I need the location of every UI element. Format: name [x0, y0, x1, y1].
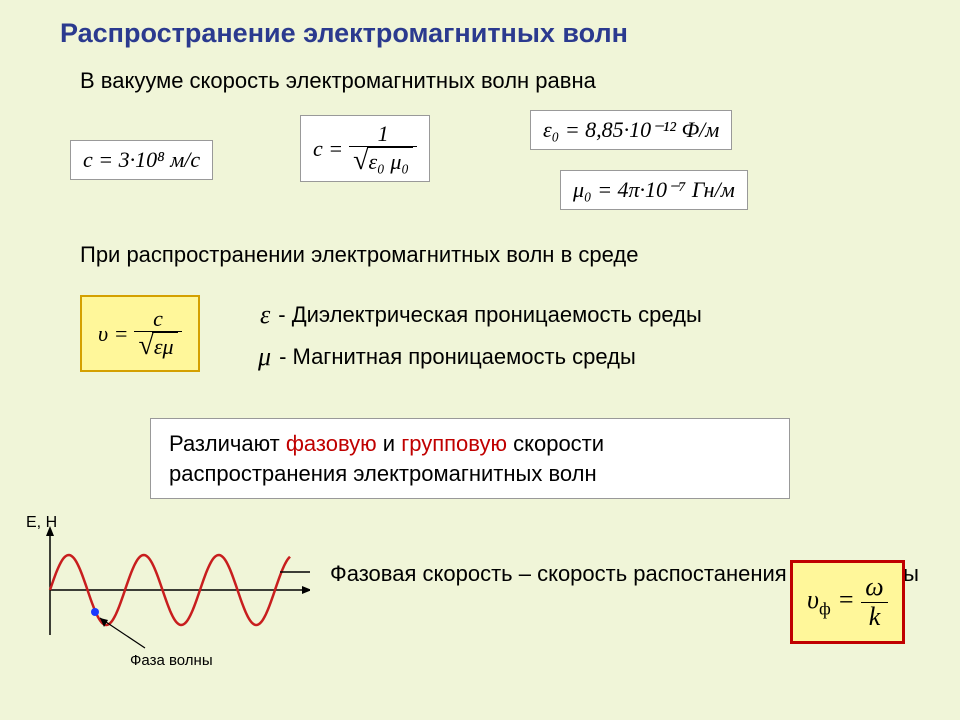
phase-point-label: Фаза волны [130, 652, 213, 669]
v-den: εμ [152, 332, 178, 360]
ph-eq: = [831, 585, 862, 614]
mu-symbol: μ [258, 342, 271, 372]
phase-group-box: Различают фазовую и групповую скорости р… [150, 418, 790, 499]
ph-sub: ф [819, 598, 831, 618]
def-eps-row: ε - Диэлектрическая проницаемость среды [260, 300, 702, 330]
def-mu-row: μ - Магнитная проницаемость среды [258, 342, 636, 372]
pb-mid: и [377, 431, 402, 456]
medium-line: При распространении электромагнитных вол… [80, 242, 638, 268]
formula-v-medium: υ = c εμ [80, 295, 200, 372]
formula-phase-velocity: υф = ωk [790, 560, 905, 644]
wave-svg [20, 520, 310, 660]
formula-c-fraction: c = 1 ε₀ μ₀ [300, 115, 430, 182]
slide-title: Распространение электромагнитных волн [60, 18, 628, 49]
eps-symbol: ε [260, 300, 270, 330]
wave-diagram: E, H Фаза волны [20, 520, 310, 680]
v-num: c [134, 307, 181, 332]
pb-word1: фазовую [286, 431, 377, 456]
eps-text: - Диэлектрическая проницаемость среды [278, 302, 702, 328]
ph-lhs: υ [807, 585, 819, 614]
ph-den: k [861, 603, 887, 632]
formula-c-value-text: c = 3·10⁸ м/c [83, 147, 200, 173]
eps0-text: ε₀ = 8,85·10⁻¹² Ф/м [543, 117, 719, 143]
c-lhs: c = [313, 136, 343, 162]
formula-c-value: c = 3·10⁸ м/c [70, 140, 213, 180]
pb-word2: групповую [401, 431, 507, 456]
mu0-text: μ₀ = 4π·10⁻⁷ Гн/м [573, 177, 735, 203]
pb-pre: Различают [169, 431, 286, 456]
formula-mu0: μ₀ = 4π·10⁻⁷ Гн/м [560, 170, 748, 210]
mu-text: - Магнитная проницаемость среды [279, 344, 636, 370]
ph-num: ω [861, 573, 887, 603]
c-den: ε₀ μ₀ [367, 147, 414, 175]
c-num: 1 [349, 122, 417, 147]
eh-label: E, H [26, 514, 57, 532]
v-lhs: υ = [98, 321, 128, 347]
vacuum-line: В вакууме скорость электромагнитных волн… [80, 68, 596, 94]
formula-eps0: ε₀ = 8,85·10⁻¹² Ф/м [530, 110, 732, 150]
